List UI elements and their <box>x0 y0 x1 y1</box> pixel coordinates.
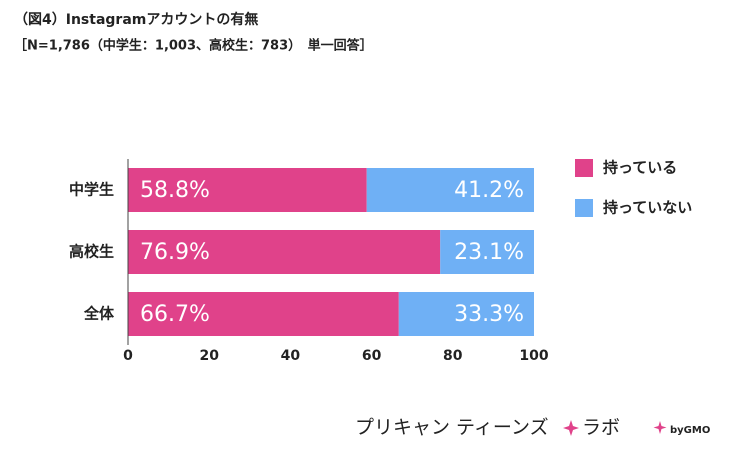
legend-label: 持っている <box>603 159 677 177</box>
value-label: 58.8% <box>140 178 210 203</box>
value-label: 23.1% <box>454 240 524 265</box>
value-label: 76.9% <box>140 240 210 265</box>
x-tick-label: 80 <box>443 348 463 364</box>
chart-subtitle: ［N=1,786（中学生：1,003、高校生：783） 単一回答］ <box>14 38 373 54</box>
value-label: 41.2% <box>454 178 524 203</box>
value-label: 33.3% <box>454 302 524 327</box>
y-tick-label: 高校生 <box>69 243 114 261</box>
brand-main: プリキャン ティーンズ <box>355 417 549 439</box>
legend-label: 持っていない <box>603 199 692 217</box>
bar-segment <box>398 292 534 336</box>
bar-segment <box>366 168 534 212</box>
bar-segment <box>128 230 441 274</box>
star <box>653 421 667 434</box>
chart-title: （図4）Instagramアカウントの有無 <box>14 11 258 28</box>
legend-swatch <box>575 199 593 217</box>
brand-by: byGMO <box>670 425 710 436</box>
x-tick-label: 20 <box>199 348 219 364</box>
x-tick-label: 0 <box>123 348 133 364</box>
x-tick-label: 60 <box>362 348 382 364</box>
y-tick-label: 全体 <box>83 305 115 323</box>
bar-segment <box>128 292 399 336</box>
bar-segment <box>128 168 367 212</box>
brand-sub: ラボ <box>582 417 620 439</box>
bar-segment <box>440 230 534 274</box>
value-label: 66.7% <box>140 302 210 327</box>
x-tick-label: 100 <box>519 348 548 364</box>
y-tick-label: 中学生 <box>69 181 114 199</box>
star <box>563 420 579 436</box>
legend-swatch <box>575 159 593 177</box>
x-tick-label: 40 <box>281 348 301 364</box>
